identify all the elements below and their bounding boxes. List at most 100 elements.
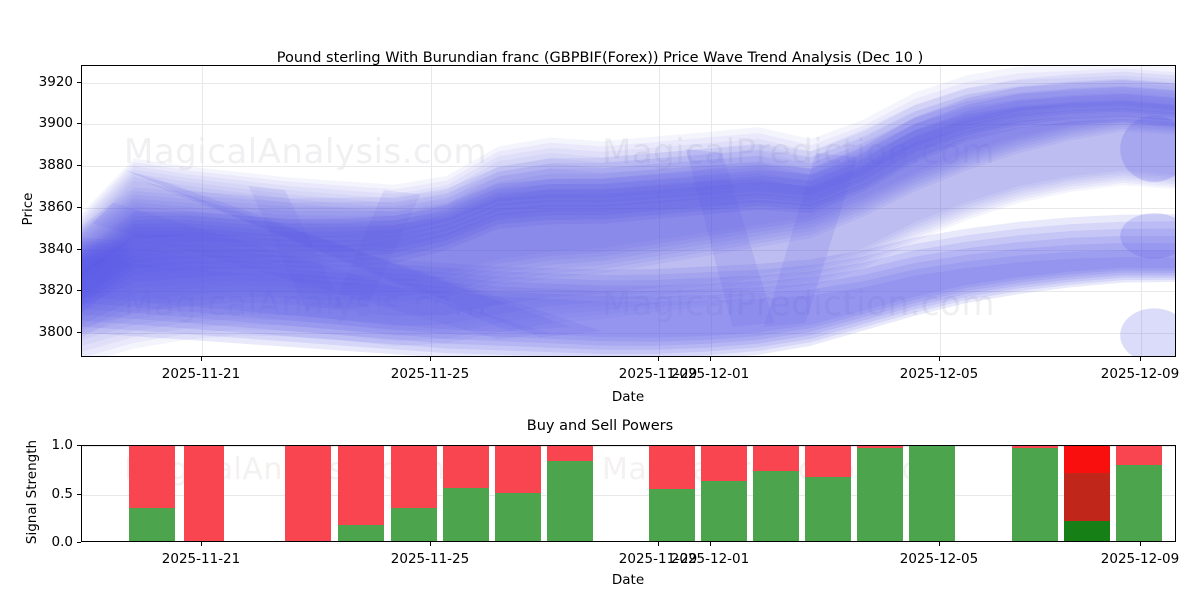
wave-band-1-layer-3 — [82, 92, 1175, 319]
signal-bar-sell-segment — [1012, 446, 1058, 448]
price-gridline-v-2 — [659, 66, 660, 356]
wave-cap-bottom — [1120, 308, 1175, 356]
signal-bar-sell-segment — [1116, 446, 1162, 466]
wave-band-3-layer-6 — [82, 214, 1175, 338]
wave-band-1-layer-1 — [82, 107, 1175, 331]
wave-band-0-layer-2 — [82, 89, 1175, 352]
signal-bar[interactable] — [857, 446, 903, 541]
wave-ray-v-up — [763, 153, 858, 327]
signal-bar[interactable] — [443, 446, 489, 541]
signal-bar[interactable] — [753, 446, 799, 541]
price-x-axis-label: Date — [611, 389, 645, 405]
signal-bar[interactable] — [495, 446, 541, 541]
price-wave-chart-axes: MagicalAnalysis.com MagicalPrediction.co… — [81, 65, 1176, 357]
signal-xtick-mark-1 — [430, 542, 431, 546]
chart-title-line-1: Pound sterling With Burundian franc (GBP… — [276, 50, 924, 66]
signal-bar[interactable] — [129, 446, 175, 541]
wave-band-3-layer-3 — [82, 235, 1175, 350]
wave-band-0-layer-1 — [82, 96, 1175, 356]
signal-bar-sell-segment — [805, 446, 851, 477]
signal-xtick-label-5: 2025-12-09 — [1100, 551, 1180, 567]
wave-band-0-layer-5 — [82, 68, 1175, 334]
signal-x-axis-label: Date — [611, 572, 645, 588]
price-gridline-h-4 — [82, 166, 1175, 168]
wave-band-0-layer-3 — [82, 82, 1175, 346]
price-xtick-label-2: 2025-11-29 — [618, 366, 698, 382]
signal-bar[interactable] — [701, 446, 747, 541]
wave-band-3-layer-2 — [82, 242, 1175, 355]
price-xtick-mark-2 — [658, 357, 659, 361]
signal-bar-buy-segment — [909, 446, 955, 541]
price-xtick-mark-0 — [201, 357, 202, 361]
wave-band-3-layer-0 — [82, 257, 1175, 356]
signal-bar-sell-segment — [857, 446, 903, 448]
signal-xtick-mark-5 — [1140, 542, 1141, 546]
signal-bar-buy-segment — [1116, 465, 1162, 541]
signal-gridline-h-2 — [82, 446, 1175, 447]
price-ytick-label-5: 3900 — [38, 115, 73, 132]
signal-bar[interactable] — [805, 446, 851, 541]
price-xtick-mark-4 — [939, 357, 940, 361]
wave-ray-down-left-a — [123, 169, 572, 332]
signal-bar-buy-segment — [1064, 520, 1110, 541]
price-ytick-label-6: 3920 — [38, 73, 73, 90]
wave-band-2-layer-2 — [82, 108, 1175, 300]
price-ytick-label-0: 3800 — [38, 323, 73, 340]
price-gridline-v-1 — [431, 66, 432, 356]
signal-ytick-mark-0 — [77, 542, 81, 543]
wave-band-3-layer-5 — [82, 221, 1175, 342]
price-ytick-mark-1 — [77, 290, 81, 292]
price-ytick-label-4: 3880 — [38, 157, 73, 174]
signal-ytick-mark-1 — [77, 493, 81, 495]
wave-band-1-layer-4 — [82, 85, 1175, 313]
price-xtick-label-5: 2025-12-09 — [1100, 366, 1180, 382]
signal-bar[interactable] — [1064, 446, 1110, 541]
signal-xtick-label-0: 2025-11-21 — [161, 551, 241, 567]
price-ytick-mark-6 — [77, 81, 81, 83]
wave-ray-down-left-b — [134, 177, 603, 338]
signal-bar[interactable] — [909, 446, 955, 541]
signal-xtick-mark-3 — [710, 542, 711, 546]
signal-bar-sell-segment — [391, 446, 437, 509]
price-wave-bands — [82, 66, 1175, 356]
wave-band-1-layer-6 — [82, 71, 1175, 301]
signal-bar[interactable] — [649, 446, 695, 541]
price-gridline-h-6 — [82, 82, 1175, 84]
price-gridline-h-0 — [82, 333, 1175, 334]
signal-bar[interactable] — [184, 446, 224, 541]
signal-bar[interactable] — [547, 446, 593, 541]
signal-bar[interactable] — [338, 446, 384, 541]
price-xtick-mark-1 — [430, 357, 431, 361]
wave-band-2-layer-3 — [82, 101, 1175, 294]
wave-band-2-layer-4 — [82, 94, 1175, 288]
signal-bar[interactable] — [1116, 446, 1162, 541]
wave-ray-v-down — [685, 148, 775, 327]
signal-bar-buy-segment — [701, 480, 747, 541]
wave-band-0-layer-0 — [82, 103, 1175, 356]
signal-bar-buy-segment — [649, 488, 695, 541]
signal-bar[interactable] — [1012, 446, 1058, 541]
price-gridline-h-5 — [82, 124, 1175, 126]
signal-bar-buy-segment — [753, 471, 799, 541]
price-ytick-mark-0 — [77, 331, 81, 333]
price-ytick-mark-5 — [77, 123, 81, 125]
signal-bar-buy-segment — [805, 476, 851, 541]
signal-bar[interactable] — [391, 446, 437, 541]
signal-xtick-label-1: 2025-11-25 — [390, 551, 470, 567]
price-gridline-v-5 — [1141, 66, 1142, 356]
signal-ytick-label-1: 0.5 — [51, 485, 73, 502]
signal-y-axis-label: Signal Strength — [24, 439, 40, 544]
signal-bar[interactable] — [285, 446, 331, 541]
wave-cap-top — [1120, 115, 1175, 182]
signal-bar-sell-segment — [184, 446, 224, 541]
signal-chart-title: Buy and Sell Powers — [526, 418, 674, 434]
wave-ray-down-left-c — [92, 202, 551, 340]
signal-xtick-mark-0 — [201, 542, 202, 546]
price-gridline-h-2 — [82, 249, 1175, 251]
signal-bar-sell-segment — [1064, 473, 1110, 521]
signal-xtick-mark-4 — [939, 542, 940, 546]
price-gridline-v-0 — [202, 66, 203, 356]
signal-bar-sell-segment — [495, 446, 541, 493]
signal-bar-sell-segment — [338, 446, 384, 525]
